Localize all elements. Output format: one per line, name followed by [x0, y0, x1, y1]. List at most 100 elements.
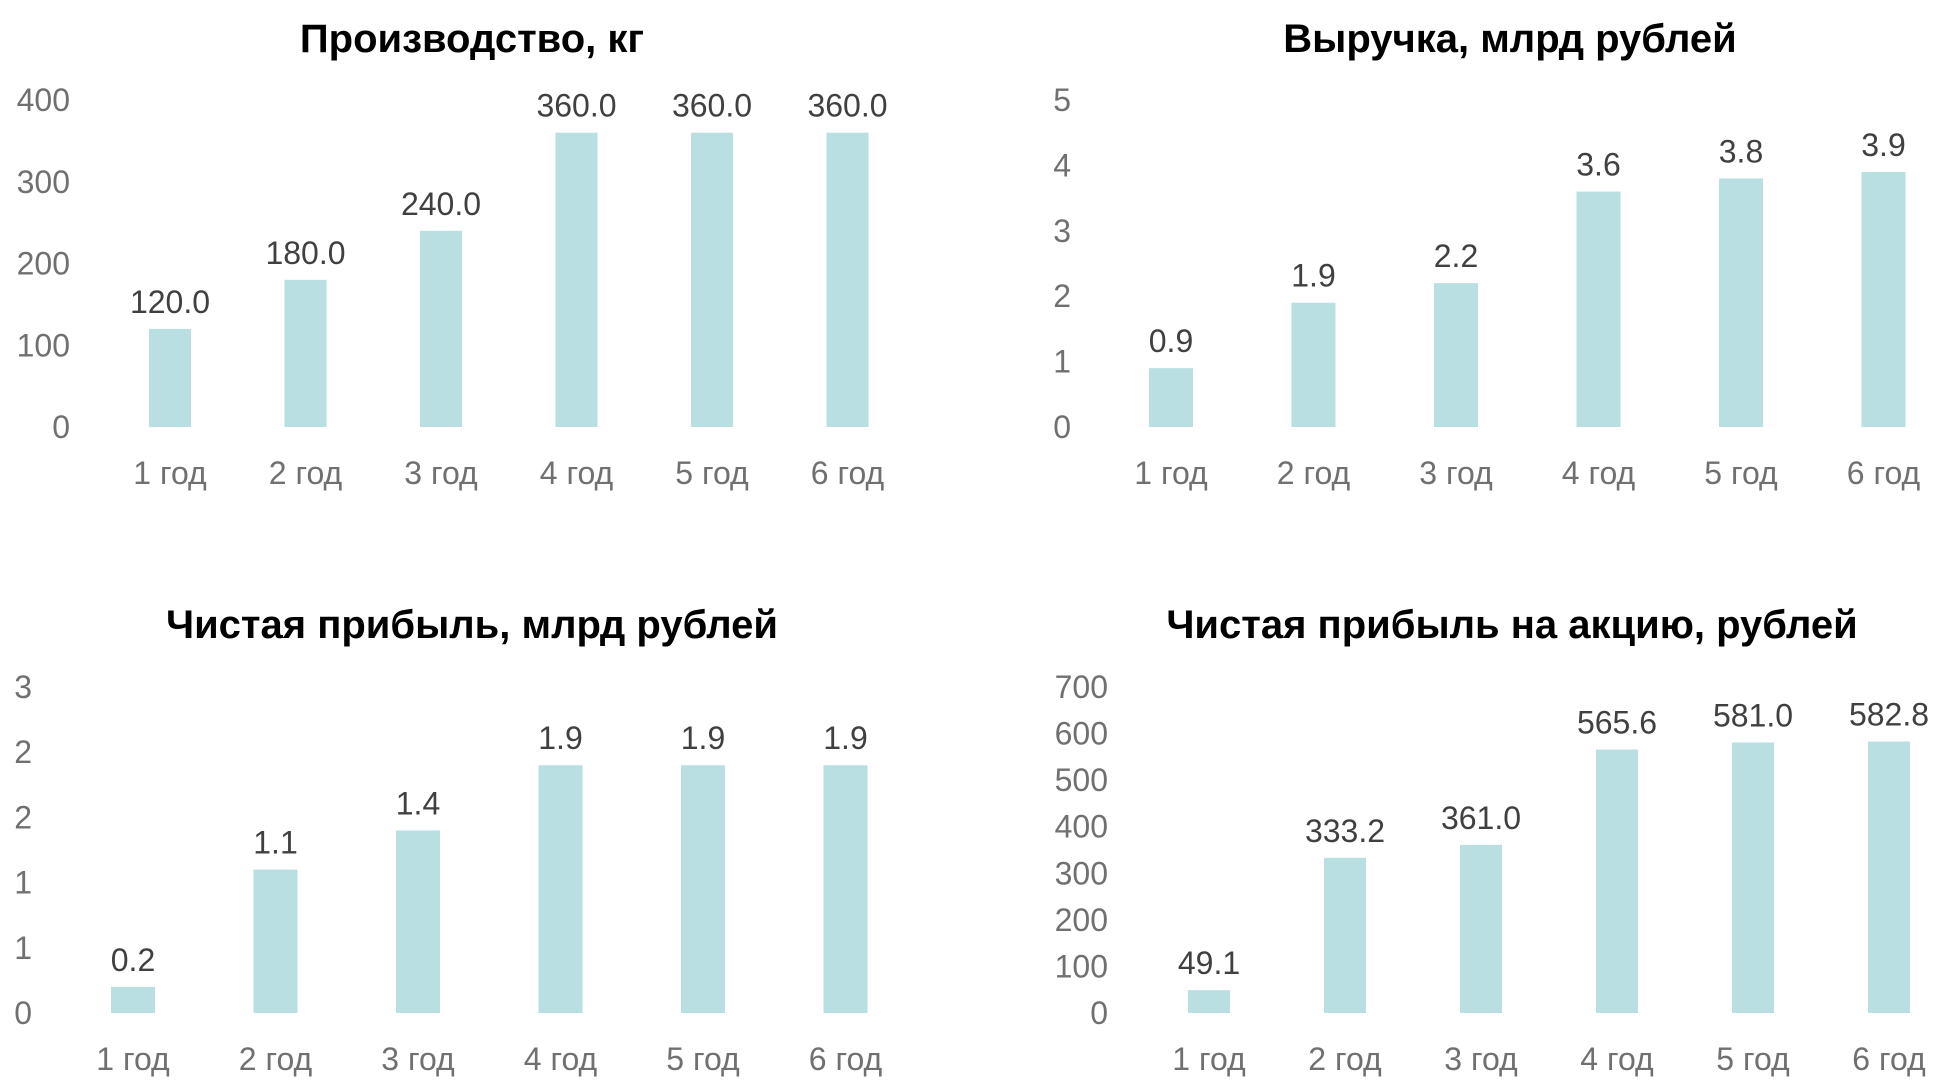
bar — [1434, 283, 1478, 427]
bar — [691, 132, 733, 427]
bar — [1868, 741, 1910, 1013]
data-label: 1.9 — [681, 720, 725, 756]
y-tick-label: 3 — [14, 669, 32, 705]
data-label: 49.1 — [1178, 945, 1240, 981]
data-label: 1.9 — [538, 720, 582, 756]
bar — [1291, 302, 1336, 427]
data-label: 582.8 — [1849, 697, 1929, 733]
bar — [1188, 990, 1230, 1013]
data-label: 1.4 — [396, 785, 440, 821]
data-label: 361.0 — [1441, 800, 1521, 836]
chart-title: Производство, кг — [300, 17, 644, 61]
y-tick-label: 200 — [17, 246, 70, 282]
y-tick-label: 0 — [1053, 409, 1071, 445]
category-label: 1 год — [96, 1041, 170, 1077]
data-label: 1.1 — [253, 825, 297, 861]
category-label: 3 год — [1444, 1041, 1518, 1077]
category-label: 6 год — [811, 455, 885, 491]
bar — [1149, 368, 1193, 427]
bar — [420, 230, 462, 427]
y-tick-label: 300 — [1055, 855, 1108, 891]
y-tick-label: 1 — [1053, 344, 1071, 380]
category-label: 2 год — [239, 1041, 313, 1077]
y-tick-label: 2 — [14, 734, 32, 770]
y-tick-label: 700 — [1055, 669, 1108, 705]
data-label: 0.9 — [1149, 323, 1193, 359]
category-label: 5 год — [666, 1041, 740, 1077]
category-label: 3 год — [381, 1041, 455, 1077]
data-label: 3.8 — [1719, 133, 1763, 169]
bar — [1576, 191, 1621, 427]
y-tick-label: 500 — [1055, 762, 1108, 798]
category-label: 6 год — [1852, 1041, 1926, 1077]
y-tick-label: 600 — [1055, 716, 1108, 752]
category-label: 4 год — [524, 1041, 598, 1077]
category-label: 2 год — [1308, 1041, 1382, 1077]
bar — [284, 279, 327, 427]
chart-title: Чистая прибыль на акцию, рублей — [1166, 603, 1857, 647]
y-tick-label: 400 — [1055, 809, 1108, 845]
y-tick-label: 300 — [17, 164, 70, 200]
category-label: 3 год — [404, 455, 478, 491]
data-label: 360.0 — [536, 88, 616, 124]
data-label: 2.2 — [1434, 238, 1478, 274]
category-label: 1 год — [1172, 1041, 1246, 1077]
bar — [1861, 171, 1906, 427]
y-tick-label: 5 — [1053, 82, 1071, 118]
category-label: 4 год — [1562, 455, 1636, 491]
category-label: 2 год — [269, 455, 343, 491]
y-tick-label: 4 — [1053, 147, 1071, 183]
category-label: 3 год — [1419, 455, 1493, 491]
bar — [681, 765, 725, 1013]
bar — [1719, 178, 1763, 427]
category-label: 4 год — [1580, 1041, 1654, 1077]
data-label: 1.9 — [823, 720, 867, 756]
y-tick-label: 200 — [1055, 902, 1108, 938]
chart-title: Чистая прибыль, млрд рублей — [166, 603, 778, 647]
data-label: 333.2 — [1305, 813, 1385, 849]
category-label: 1 год — [133, 455, 207, 491]
category-label: 2 год — [1277, 455, 1351, 491]
data-label: 0.2 — [111, 942, 155, 978]
y-tick-label: 2 — [14, 799, 32, 835]
data-label: 565.6 — [1577, 705, 1657, 741]
bar — [555, 132, 598, 427]
data-label: 120.0 — [130, 284, 210, 320]
data-label: 1.9 — [1291, 258, 1335, 294]
y-tick-label: 1 — [14, 865, 32, 901]
y-tick-label: 0 — [1090, 995, 1108, 1031]
y-tick-label: 400 — [17, 82, 70, 118]
data-label: 3.9 — [1861, 127, 1905, 163]
bar — [538, 765, 583, 1013]
y-tick-label: 2 — [1053, 278, 1071, 314]
bar — [111, 986, 155, 1013]
category-label: 6 год — [1847, 455, 1921, 491]
data-label: 180.0 — [265, 235, 345, 271]
y-tick-label: 100 — [1055, 948, 1108, 984]
bar — [1732, 742, 1774, 1013]
bar — [1596, 749, 1638, 1013]
bar — [149, 328, 191, 427]
bar — [396, 830, 440, 1013]
y-tick-label: 1 — [14, 930, 32, 966]
data-label: 240.0 — [401, 186, 481, 222]
category-label: 6 год — [809, 1041, 883, 1077]
bar — [826, 132, 869, 427]
category-label: 4 год — [540, 455, 614, 491]
data-label: 3.6 — [1576, 147, 1620, 183]
y-tick-label: 0 — [14, 995, 32, 1031]
bar — [1324, 857, 1366, 1013]
y-tick-label: 100 — [17, 327, 70, 363]
y-tick-label: 3 — [1053, 213, 1071, 249]
category-label: 5 год — [1704, 455, 1778, 491]
chart-title: Выручка, млрд рублей — [1283, 17, 1736, 61]
data-label: 360.0 — [672, 88, 752, 124]
category-label: 5 год — [1716, 1041, 1790, 1077]
bar — [823, 765, 868, 1013]
bar — [253, 869, 298, 1013]
data-label: 581.0 — [1713, 697, 1793, 733]
data-label: 360.0 — [807, 88, 887, 124]
bar — [1460, 844, 1502, 1013]
y-tick-label: 0 — [52, 409, 70, 445]
